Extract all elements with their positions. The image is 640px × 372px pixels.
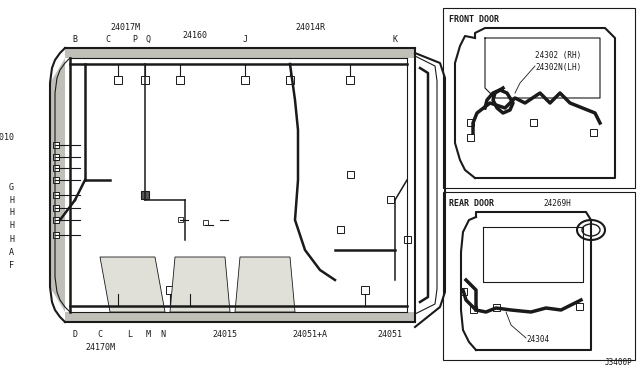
- Text: 24051: 24051: [378, 330, 403, 339]
- Bar: [470, 306, 477, 313]
- Bar: [286, 76, 294, 84]
- Bar: [576, 303, 583, 310]
- Bar: [443, 8, 635, 188]
- Bar: [361, 286, 369, 294]
- Bar: [387, 196, 394, 203]
- Polygon shape: [50, 58, 65, 312]
- Bar: [53, 192, 59, 198]
- Bar: [114, 286, 122, 294]
- Bar: [337, 226, 344, 233]
- Bar: [53, 154, 59, 160]
- Text: 24302 (RH): 24302 (RH): [535, 51, 581, 60]
- Bar: [53, 177, 59, 183]
- Text: P: P: [132, 35, 138, 44]
- Bar: [53, 217, 59, 223]
- Polygon shape: [170, 257, 230, 312]
- Polygon shape: [65, 48, 415, 58]
- Bar: [443, 192, 635, 360]
- Text: FRONT DOOR: FRONT DOOR: [449, 15, 499, 24]
- Text: 24015: 24015: [212, 330, 237, 339]
- Bar: [141, 191, 149, 199]
- Text: 24051+A: 24051+A: [292, 330, 328, 339]
- Bar: [460, 288, 467, 295]
- Text: B: B: [72, 35, 77, 44]
- Text: Q: Q: [145, 35, 150, 44]
- Bar: [203, 220, 208, 225]
- Bar: [176, 76, 184, 84]
- Bar: [114, 76, 122, 84]
- Text: 24170M: 24170M: [85, 343, 115, 352]
- Bar: [166, 286, 174, 294]
- Bar: [467, 119, 474, 126]
- Text: F: F: [9, 261, 14, 270]
- Text: L: L: [127, 330, 132, 339]
- Bar: [53, 142, 59, 148]
- Text: J3400P: J3400P: [604, 358, 632, 367]
- Text: G: G: [9, 183, 14, 192]
- Bar: [53, 205, 59, 211]
- Text: 24269H: 24269H: [543, 199, 571, 208]
- Text: 24304: 24304: [526, 335, 549, 344]
- Text: 24017M: 24017M: [110, 23, 140, 32]
- Polygon shape: [235, 257, 295, 312]
- Polygon shape: [65, 312, 415, 322]
- Text: M: M: [145, 330, 150, 339]
- Text: H: H: [9, 208, 14, 217]
- Text: H: H: [9, 196, 14, 205]
- Text: K: K: [392, 35, 397, 44]
- Text: 24160: 24160: [182, 31, 207, 40]
- Bar: [53, 232, 59, 238]
- Text: H: H: [9, 221, 14, 230]
- Text: C: C: [106, 35, 111, 44]
- Text: 24302N(LH): 24302N(LH): [535, 63, 581, 72]
- Bar: [53, 165, 59, 171]
- Bar: [346, 76, 354, 84]
- Text: C: C: [97, 330, 102, 339]
- Bar: [530, 119, 537, 126]
- Text: A: A: [9, 248, 14, 257]
- Bar: [404, 236, 411, 243]
- Bar: [590, 129, 597, 136]
- Text: REAR DOOR: REAR DOOR: [449, 199, 494, 208]
- Text: 24014R: 24014R: [295, 23, 325, 32]
- Bar: [178, 217, 183, 222]
- Text: H: H: [9, 235, 14, 244]
- Text: J: J: [243, 35, 248, 44]
- Bar: [467, 134, 474, 141]
- Bar: [347, 171, 354, 178]
- Bar: [186, 286, 194, 294]
- Bar: [493, 304, 500, 311]
- Text: 24010: 24010: [0, 133, 14, 142]
- Polygon shape: [100, 257, 165, 312]
- Text: N: N: [161, 330, 166, 339]
- Polygon shape: [65, 312, 105, 322]
- Bar: [241, 76, 249, 84]
- Text: D: D: [72, 330, 77, 339]
- Bar: [141, 76, 149, 84]
